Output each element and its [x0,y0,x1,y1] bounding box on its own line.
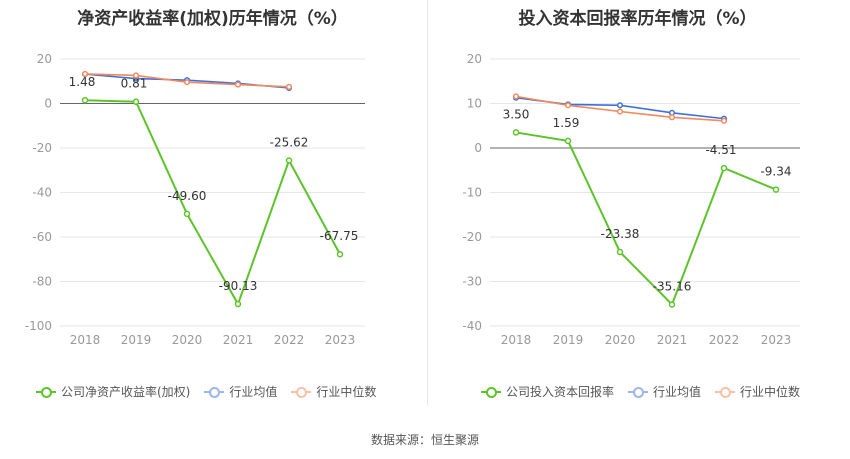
data-source-note: 数据来源：恒生聚源 [370,433,479,447]
data-label: -23.38 [601,227,640,241]
data-point-company [285,157,293,164]
data-point-industry_median [616,108,624,115]
series-line-company [84,99,341,307]
data-point-industry_median [720,117,728,124]
y-tick-label: -10 [462,186,482,200]
y-tick-label: -80 [32,275,52,289]
data-point-industry_median [234,81,242,88]
data-label: -35.16 [653,279,692,293]
data-point-company [132,98,140,105]
legend-swatch-median [291,386,312,398]
y-tick-label: -100 [25,319,52,333]
legend-roic: 公司投入资本回报率 行业均值 行业中位数 [481,383,800,400]
x-tick-label: 2018 [70,333,101,347]
legend-item-company-roic[interactable]: 公司投入资本回报率 [481,383,614,400]
legend-label: 行业均值 [653,385,702,399]
legend-label: 行业均值 [229,385,278,399]
y-tick-label: 0 [44,97,52,111]
x-tick-label: 2020 [172,333,203,347]
legend-swatch-median [715,386,736,398]
data-point-company [512,129,520,136]
data-label: -9.34 [760,165,791,179]
data-point-industry_median [564,102,572,109]
data-point-company [81,96,89,104]
x-tick-label: 2023 [325,333,356,347]
y-tick-label: -40 [32,186,52,200]
chart-title-roic: 投入资本回报率历年情况（%） [518,9,757,29]
y-tick-label: -30 [462,275,482,289]
y-tick-label: 20 [467,52,482,66]
legend-swatch-avg [628,386,649,398]
panel-divider [427,0,428,405]
data-label: 0.81 [121,77,148,91]
x-tick-label: 2023 [761,333,792,347]
data-label: -67.75 [320,229,359,243]
data-point-industry_median [183,79,191,86]
y-tick-label: 10 [467,97,482,111]
legend-swatch-company [481,386,501,398]
y-tick-label: -60 [32,230,52,244]
legend-item-industry-median[interactable]: 行业中位数 [715,383,800,400]
data-point-industry_avg [616,102,624,109]
data-point-industry_median [132,72,140,79]
legend-label: 行业中位数 [316,385,377,399]
data-point-company [183,210,191,218]
data-label: -49.60 [168,189,207,203]
legend-label: 公司净资产收益率(加权) [61,385,191,399]
data-point-company [616,248,624,256]
data-point-company [336,250,344,258]
data-label: 1.59 [553,116,580,130]
data-label: -4.51 [705,143,736,157]
legend-item-industry-avg[interactable]: 行业均值 [204,383,277,400]
x-tick-label: 2022 [274,333,305,347]
x-tick-label: 2018 [501,333,532,347]
data-label: -90.13 [219,279,258,293]
y-tick-label: 0 [474,141,482,155]
data-label: 3.50 [503,107,530,121]
legend-label: 行业中位数 [740,385,801,399]
x-tick-label: 2021 [223,333,254,347]
y-tick-label: -40 [462,319,482,333]
data-point-company [772,186,780,193]
legend-swatch-avg [204,386,225,398]
x-tick-label: 2019 [121,333,152,347]
data-point-industry_median [512,93,520,100]
y-tick-label: -20 [462,230,482,244]
data-point-industry_median [668,114,676,121]
y-tick-label: 20 [37,52,52,66]
x-tick-label: 2022 [709,333,740,347]
data-point-company [720,164,728,172]
data-point-company [668,301,676,308]
legend-swatch-company [36,386,56,398]
legend-item-company-roe[interactable]: 公司净资产收益率(加权) [36,383,190,400]
data-point-industry_median [81,70,89,77]
chart-title-roe: 净资产收益率(加权)历年情况（%） [77,9,348,29]
legend-item-industry-median[interactable]: 行业中位数 [291,383,376,400]
data-point-company [564,137,572,145]
x-tick-label: 2019 [553,333,584,347]
y-tick-label: -20 [32,141,52,155]
data-label: -25.62 [270,136,309,150]
x-tick-label: 2020 [605,333,636,347]
legend-label: 公司投入资本回报率 [506,385,615,399]
legend-item-industry-avg[interactable]: 行业均值 [628,383,701,400]
data-point-company [234,300,242,308]
data-label: 1.48 [69,75,96,89]
data-point-industry_median [285,83,293,90]
legend-roe: 公司净资产收益率(加权) 行业均值 行业中位数 [36,383,376,400]
series-line-company [515,131,777,307]
x-tick-label: 2021 [657,333,688,347]
